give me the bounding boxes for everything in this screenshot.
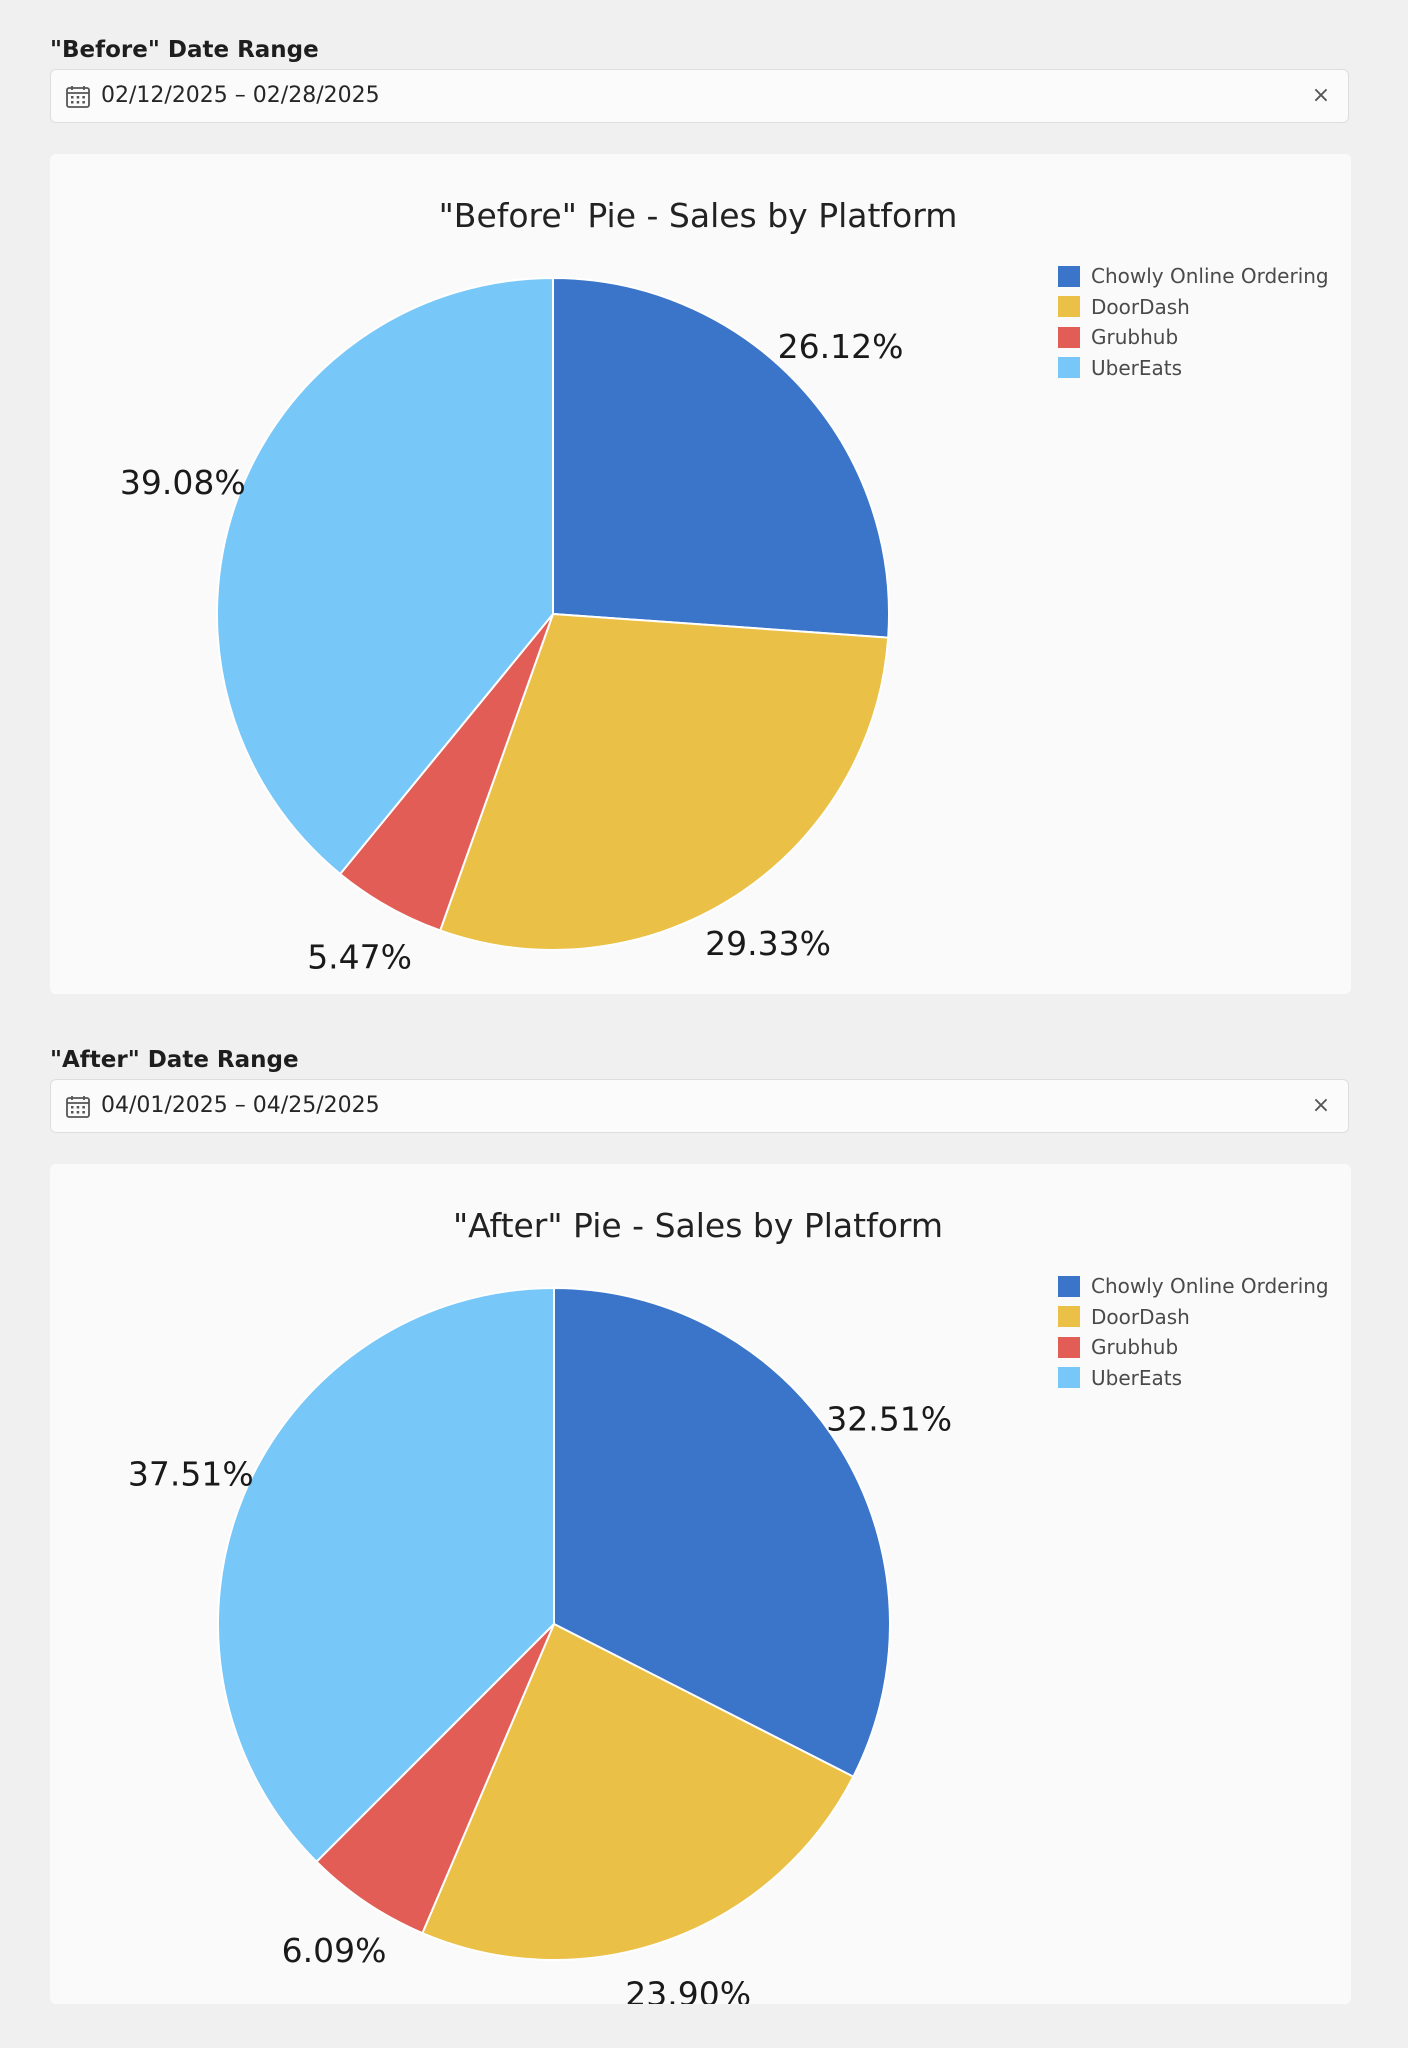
before-pie-slice-doordash[interactable] [438,612,890,951]
after-pie-slice-ubereats[interactable] [217,1286,555,1864]
legend-swatch [1058,296,1080,318]
legend-swatch [1058,326,1080,348]
before-pie-slice-ubereats[interactable] [216,276,554,876]
legend-swatch [1058,265,1080,287]
after-slice-label-ubereats: 37.51% [128,1455,254,1494]
after-legend-item-chowly-online-ordering[interactable]: Chowly Online Ordering [1058,1271,1329,1302]
legend-label: Chowly Online Ordering [1091,264,1329,289]
calendar-icon [66,1096,90,1118]
after-pie-slice-doordash[interactable] [421,1622,855,1961]
legend-swatch [1058,1275,1080,1297]
before-pie-slice-chowly-online-ordering[interactable] [552,276,890,639]
before-chart-card: "Before" Pie - Sales by Platform 26.12% 2… [50,154,1351,994]
after-pie-chart: "After" Pie - Sales by Platform 32.51% 23… [128,1206,952,2004]
legend-label: Grubhub [1091,1335,1179,1360]
after-date-range-input[interactable]: 04/01/2025 – 04/25/2025 × [50,1079,1349,1133]
before-pie-chart: "Before" Pie - Sales by Platform 26.12% 2… [120,196,958,976]
legend-label: Chowly Online Ordering [1091,1274,1329,1299]
after-legend-item-doordash[interactable]: DoorDash [1058,1302,1329,1333]
after-date-value: 04/01/2025 – 04/25/2025 [101,1093,380,1118]
before-legend-item-doordash[interactable]: DoorDash [1058,292,1329,323]
before-chart-title: "Before" Pie - Sales by Platform [439,196,958,235]
after-chart-card: "After" Pie - Sales by Platform 32.51% 23… [50,1164,1351,2004]
after-pie-slice-grubhub[interactable] [315,1623,555,1935]
before-legend-item-grubhub[interactable]: Grubhub [1058,322,1329,353]
before-date-value: 02/12/2025 – 02/28/2025 [101,83,380,108]
before-legend: Chowly Online Ordering DoorDash Grubhub Ube… [1058,261,1329,383]
before-legend-item-ubereats[interactable]: UberEats [1058,353,1329,384]
before-slice-label-grubhub: 5.47% [307,937,412,976]
after-legend: Chowly Online Ordering DoorDash Grubhub Ube… [1058,1271,1329,1393]
legend-label: UberEats [1091,1365,1183,1390]
after-slice-label-grubhub: 6.09% [282,1931,387,1970]
calendar-icon [66,86,90,108]
legend-swatch [1058,1336,1080,1358]
before-legend-item-chowly-online-ordering[interactable]: Chowly Online Ordering [1058,261,1329,292]
legend-swatch [1058,357,1080,379]
after-legend-item-ubereats[interactable]: UberEats [1058,1363,1329,1394]
before-date-range-input[interactable]: 02/12/2025 – 02/28/2025 × [50,69,1349,123]
after-slice-label-chowly-online-ordering: 32.51% [826,1400,952,1439]
after-clear-button[interactable]: × [1311,1093,1331,1118]
after-pie-slice-chowly-online-ordering[interactable] [553,1286,891,1779]
before-range-label: "Before" Date Range [50,37,319,63]
legend-swatch [1058,1306,1080,1328]
before-clear-button[interactable]: × [1311,83,1331,108]
before-slice-label-ubereats: 39.08% [120,463,246,502]
after-chart-title: "After" Pie - Sales by Platform [453,1206,943,1245]
before-slice-label-chowly-online-ordering: 26.12% [778,327,904,366]
legend-swatch [1058,1367,1080,1389]
legend-label: UberEats [1091,355,1183,380]
after-legend-item-grubhub[interactable]: Grubhub [1058,1332,1329,1363]
after-range-label: "After" Date Range [50,1047,299,1073]
legend-label: DoorDash [1091,294,1190,319]
after-slice-label-doordash: 23.90% [625,1975,751,2004]
legend-label: DoorDash [1091,1304,1190,1329]
legend-label: Grubhub [1091,325,1179,350]
before-slice-label-doordash: 29.33% [705,924,831,963]
